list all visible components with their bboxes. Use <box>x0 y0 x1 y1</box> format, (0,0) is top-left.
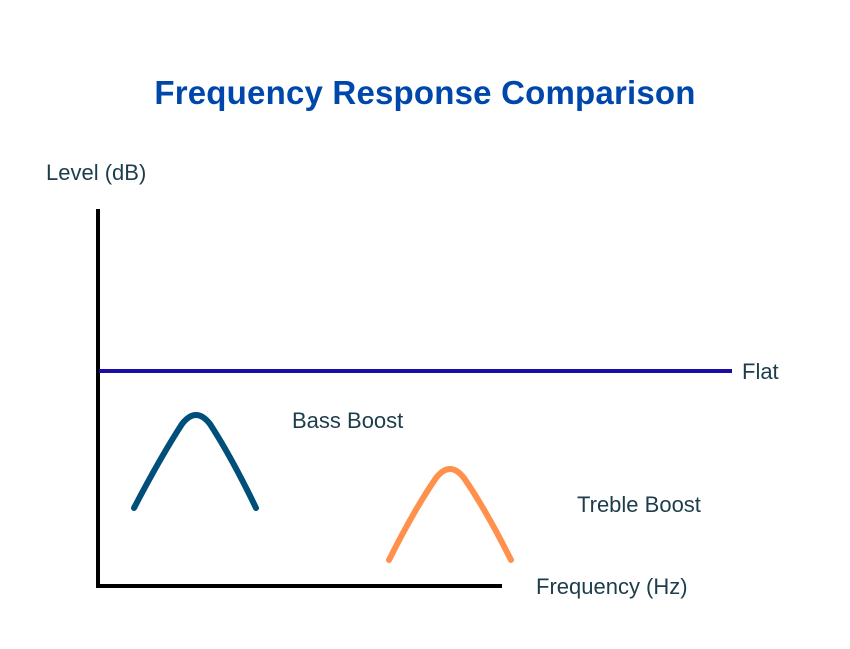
bass-boost-label: Bass Boost <box>292 408 404 433</box>
diagram-title: Frequency Response Comparison <box>154 74 696 111</box>
treble-boost-curve <box>386 466 514 563</box>
bass-boost-curve <box>131 412 259 511</box>
x-axis-label: Frequency (Hz) <box>536 574 688 599</box>
y-axis-label: Level (dB) <box>46 160 147 185</box>
flat-label: Flat <box>742 359 779 384</box>
treble-boost-label: Treble Boost <box>577 492 701 517</box>
